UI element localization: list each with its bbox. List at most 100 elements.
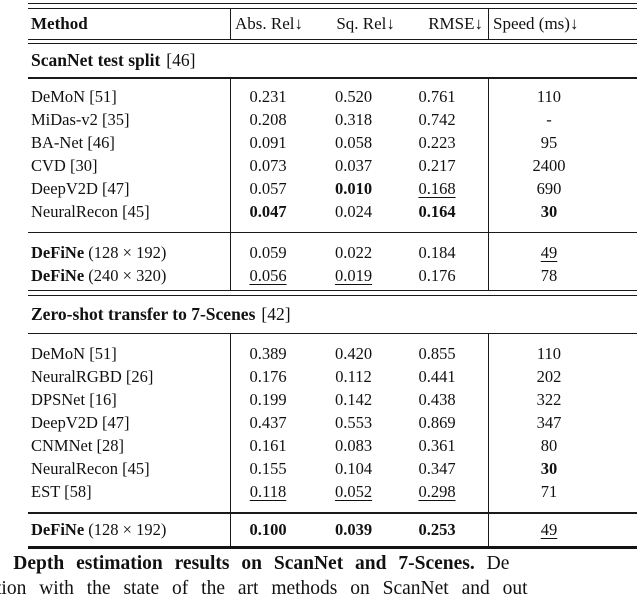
value-cell: 0.047: [230, 202, 311, 222]
value-cell: 690: [488, 179, 637, 199]
column-divider: [487, 233, 489, 290]
section-title-text: ScanNet test split: [31, 50, 161, 70]
method-cell: NeuralRecon [45]: [28, 202, 230, 222]
metric-value: 0.441: [418, 366, 456, 386]
value-cell: 0.037: [311, 156, 396, 176]
value-cell: 0.059: [230, 243, 311, 263]
metric-value: 0.155: [249, 458, 287, 478]
table-row: NeuralRecon [45] 0.047 0.024 0.164 30: [28, 201, 637, 224]
column-header-sq-rel: Sq. Rel↓: [336, 13, 395, 33]
value-cell: 80: [488, 436, 637, 456]
section-title-scannet: ScanNet test split [46]: [28, 44, 637, 77]
value-cell: 0.441: [396, 367, 488, 387]
column-divider: [487, 8, 489, 39]
value-cell: 0.438: [396, 390, 488, 410]
header-bottom-rule: [28, 38, 637, 44]
method-name: DPSNet: [31, 389, 86, 409]
value-cell: 0.761: [396, 87, 488, 107]
column-divider: [487, 513, 489, 546]
column-divider: [487, 78, 489, 232]
value-cell: 0.083: [311, 436, 396, 456]
column-header-method: Method: [31, 13, 88, 33]
metric-value: 0.057: [249, 179, 287, 198]
method-suffix: (240 × 320): [84, 265, 167, 285]
column-header-rmse: RMSE↓: [428, 13, 483, 33]
value-cell: 0.742: [396, 110, 488, 130]
value-cell: 0.869: [396, 413, 488, 433]
column-header-speed: Speed (ms)↓: [493, 13, 579, 33]
scannet-define-group: DeFiNe (128 × 192) 0.059 0.022 0.184 49 DeFiN…: [28, 233, 637, 290]
metric-value: 0.298: [418, 481, 456, 501]
metric-value: 0.010: [334, 179, 373, 198]
value-cell: 0.347: [396, 459, 488, 479]
metric-value: 0.142: [334, 389, 373, 409]
column-divider: [229, 8, 231, 39]
value-cell: 0.361: [396, 436, 488, 456]
sevenscenes-define-group: DeFiNe (128 × 192) 0.100 0.039 0.253 49: [28, 513, 637, 546]
metric-value: 0.104: [334, 458, 373, 478]
value-cell: 0.058: [311, 133, 396, 153]
metric-value: 0.039: [334, 520, 373, 539]
metric-value: 0.253: [418, 520, 456, 539]
method-name: CNMNet: [31, 435, 93, 455]
metric-value: 202: [536, 366, 562, 386]
caption-line-2-clipped: tion with the state of the art methods o…: [0, 577, 528, 599]
metric-value: 30: [540, 202, 558, 221]
group-rule: [28, 512, 637, 514]
metric-value: 0.047: [249, 202, 287, 221]
value-cell: 0.112: [311, 367, 396, 387]
method-name: DeFiNe: [31, 265, 85, 285]
table-row: DeMoN [51] 0.389 0.420 0.855 110: [28, 342, 637, 365]
metric-value: 0.091: [249, 133, 287, 152]
metric-value: 0.176: [249, 366, 287, 386]
metric-value: 0.438: [418, 389, 456, 409]
metric-value: 0.168: [418, 179, 456, 198]
method-cell: MiDas-v2 [35]: [28, 110, 230, 130]
method-suffix: (128 × 192): [84, 242, 167, 262]
value-cell: 0.420: [311, 344, 396, 364]
value-cell: 0.019: [311, 266, 396, 286]
sevenscenes-baselines-group: DeMoN [51] 0.389 0.420 0.855 110 NeuralRGBD […: [28, 334, 637, 512]
method-suffix: [46]: [83, 133, 115, 152]
value-cell: 322: [488, 390, 637, 410]
column-divider: [487, 334, 489, 512]
value-cell: 0.176: [230, 367, 311, 387]
metric-value: 49: [540, 520, 558, 539]
method-cell: CVD [30]: [28, 156, 230, 176]
method-name: DeFiNe: [31, 520, 85, 539]
method-suffix: (128 × 192): [84, 520, 167, 539]
column-divider: [229, 334, 231, 512]
value-cell: 0.223: [396, 133, 488, 153]
method-name: DeMoN: [31, 343, 86, 363]
metric-value: 0.022: [334, 242, 373, 262]
section-title-7scenes: Zero-shot transfer to 7-Scenes [42]: [28, 296, 637, 333]
value-cell: 0.142: [311, 390, 396, 410]
method-suffix: [45]: [118, 202, 150, 221]
caption-continuation: De: [474, 553, 510, 574]
metric-value: 0.761: [418, 87, 456, 106]
value-cell: 110: [488, 87, 637, 107]
value-cell: 0.118: [230, 482, 311, 502]
citation-ref: [42]: [261, 303, 291, 324]
metric-value: 0.742: [418, 110, 456, 129]
method-name: DeepV2D: [31, 179, 98, 198]
method-name: MiDas-v2: [31, 110, 98, 129]
method-suffix: [30]: [65, 156, 98, 175]
value-cell: 49: [488, 520, 637, 540]
value-cell: 0.100: [230, 520, 311, 540]
metric-value: 347: [536, 412, 562, 432]
method-cell: DeFiNe (128 × 192): [28, 243, 230, 263]
value-cell: 95: [488, 133, 637, 153]
metric-value: 0.073: [249, 156, 287, 175]
metric-value: 0.420: [334, 343, 373, 363]
method-suffix: [47]: [97, 179, 130, 198]
method-cell: DeFiNe (128 × 192): [28, 520, 230, 540]
metric-value: 0.058: [334, 133, 373, 152]
metric-value: 110: [536, 343, 562, 363]
method-name: NeuralRecon: [31, 458, 119, 478]
metric-value: 0.024: [334, 202, 373, 221]
metric-value: 0.118: [249, 481, 287, 501]
metric-value: 0.052: [334, 481, 373, 501]
value-cell: 49: [488, 243, 637, 263]
value-cell: 0.176: [396, 266, 488, 286]
